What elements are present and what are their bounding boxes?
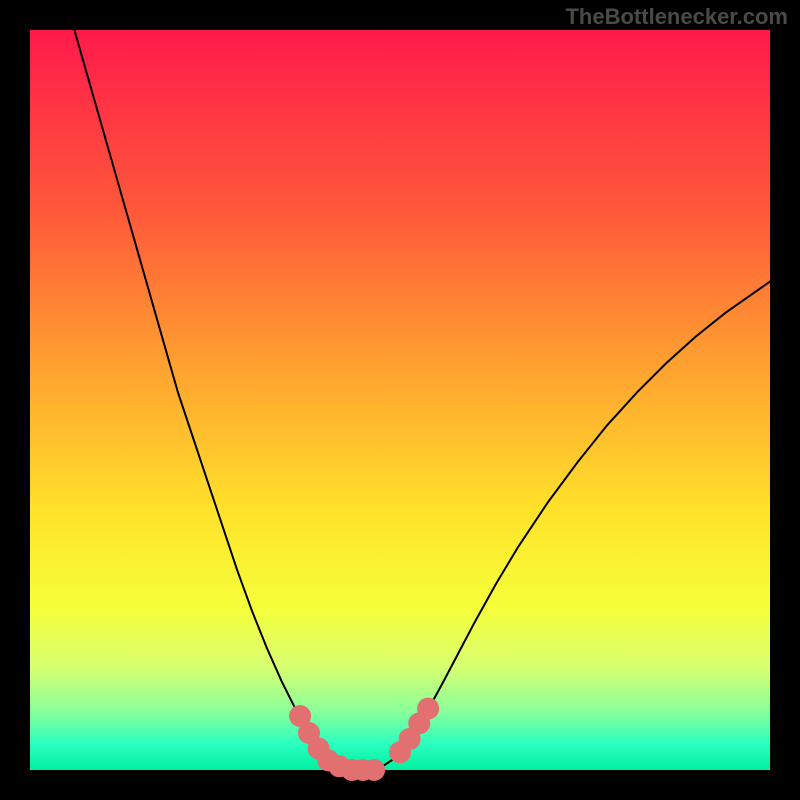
bottleneck-chart: TheBottlenecker.com (0, 0, 800, 800)
watermark-text: TheBottlenecker.com (565, 4, 788, 30)
gradient-plot-area (30, 30, 770, 770)
